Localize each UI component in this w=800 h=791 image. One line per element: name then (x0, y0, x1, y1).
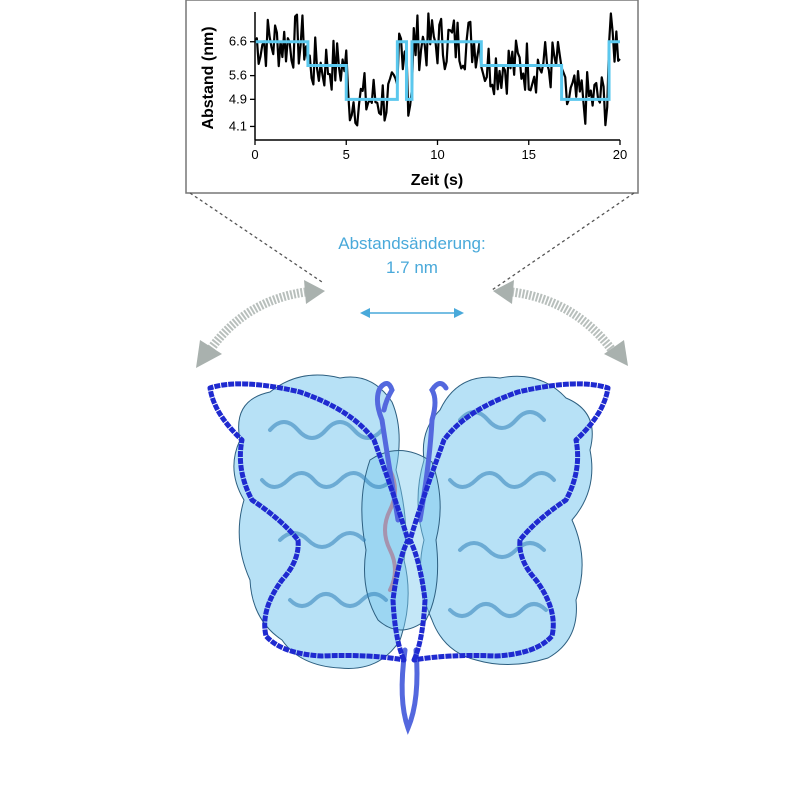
butterfly-antennae (374, 381, 449, 735)
x-tick-label: 0 (251, 147, 258, 162)
y-tick-label: 5.6 (229, 68, 247, 83)
distance-change-value: 1.7 nm (386, 258, 438, 277)
raw-trace-layer (253, 12, 621, 127)
x-tick-label: 10 (430, 147, 444, 162)
motion-arrow-right (493, 280, 628, 366)
connector-line-left (189, 192, 323, 283)
x-tick-label: 20 (613, 147, 627, 162)
x-tick-label: 5 (343, 147, 350, 162)
butterfly-outline (207, 381, 611, 663)
raw-distance-trace (253, 12, 621, 127)
y-tick-label: 4.1 (229, 118, 247, 133)
distance-double-arrow (360, 308, 464, 318)
protein-surface (233, 374, 593, 669)
y-axis-title: Abstand (nm) (200, 26, 217, 129)
fit-step-trace (255, 40, 620, 101)
chart-axes: 0 5 10 15 20 4.1 4.9 5.6 6.6 (229, 12, 627, 162)
connector-line-right (491, 192, 635, 291)
protein-structure (207, 374, 611, 735)
x-axis-title: Zeit (s) (411, 172, 463, 189)
distance-chart: 0 5 10 15 20 4.1 4.9 5.6 6.6 Zeit (s) Abstand (n… (185, 0, 639, 194)
y-tick-label: 6.6 (229, 34, 247, 49)
distance-change-label: Abstandsänderung: (338, 234, 485, 253)
motion-arrow-left (196, 280, 325, 368)
fit-trace-layer (255, 40, 620, 101)
y-tick-label: 4.9 (229, 91, 247, 106)
x-tick-label: 15 (522, 147, 536, 162)
